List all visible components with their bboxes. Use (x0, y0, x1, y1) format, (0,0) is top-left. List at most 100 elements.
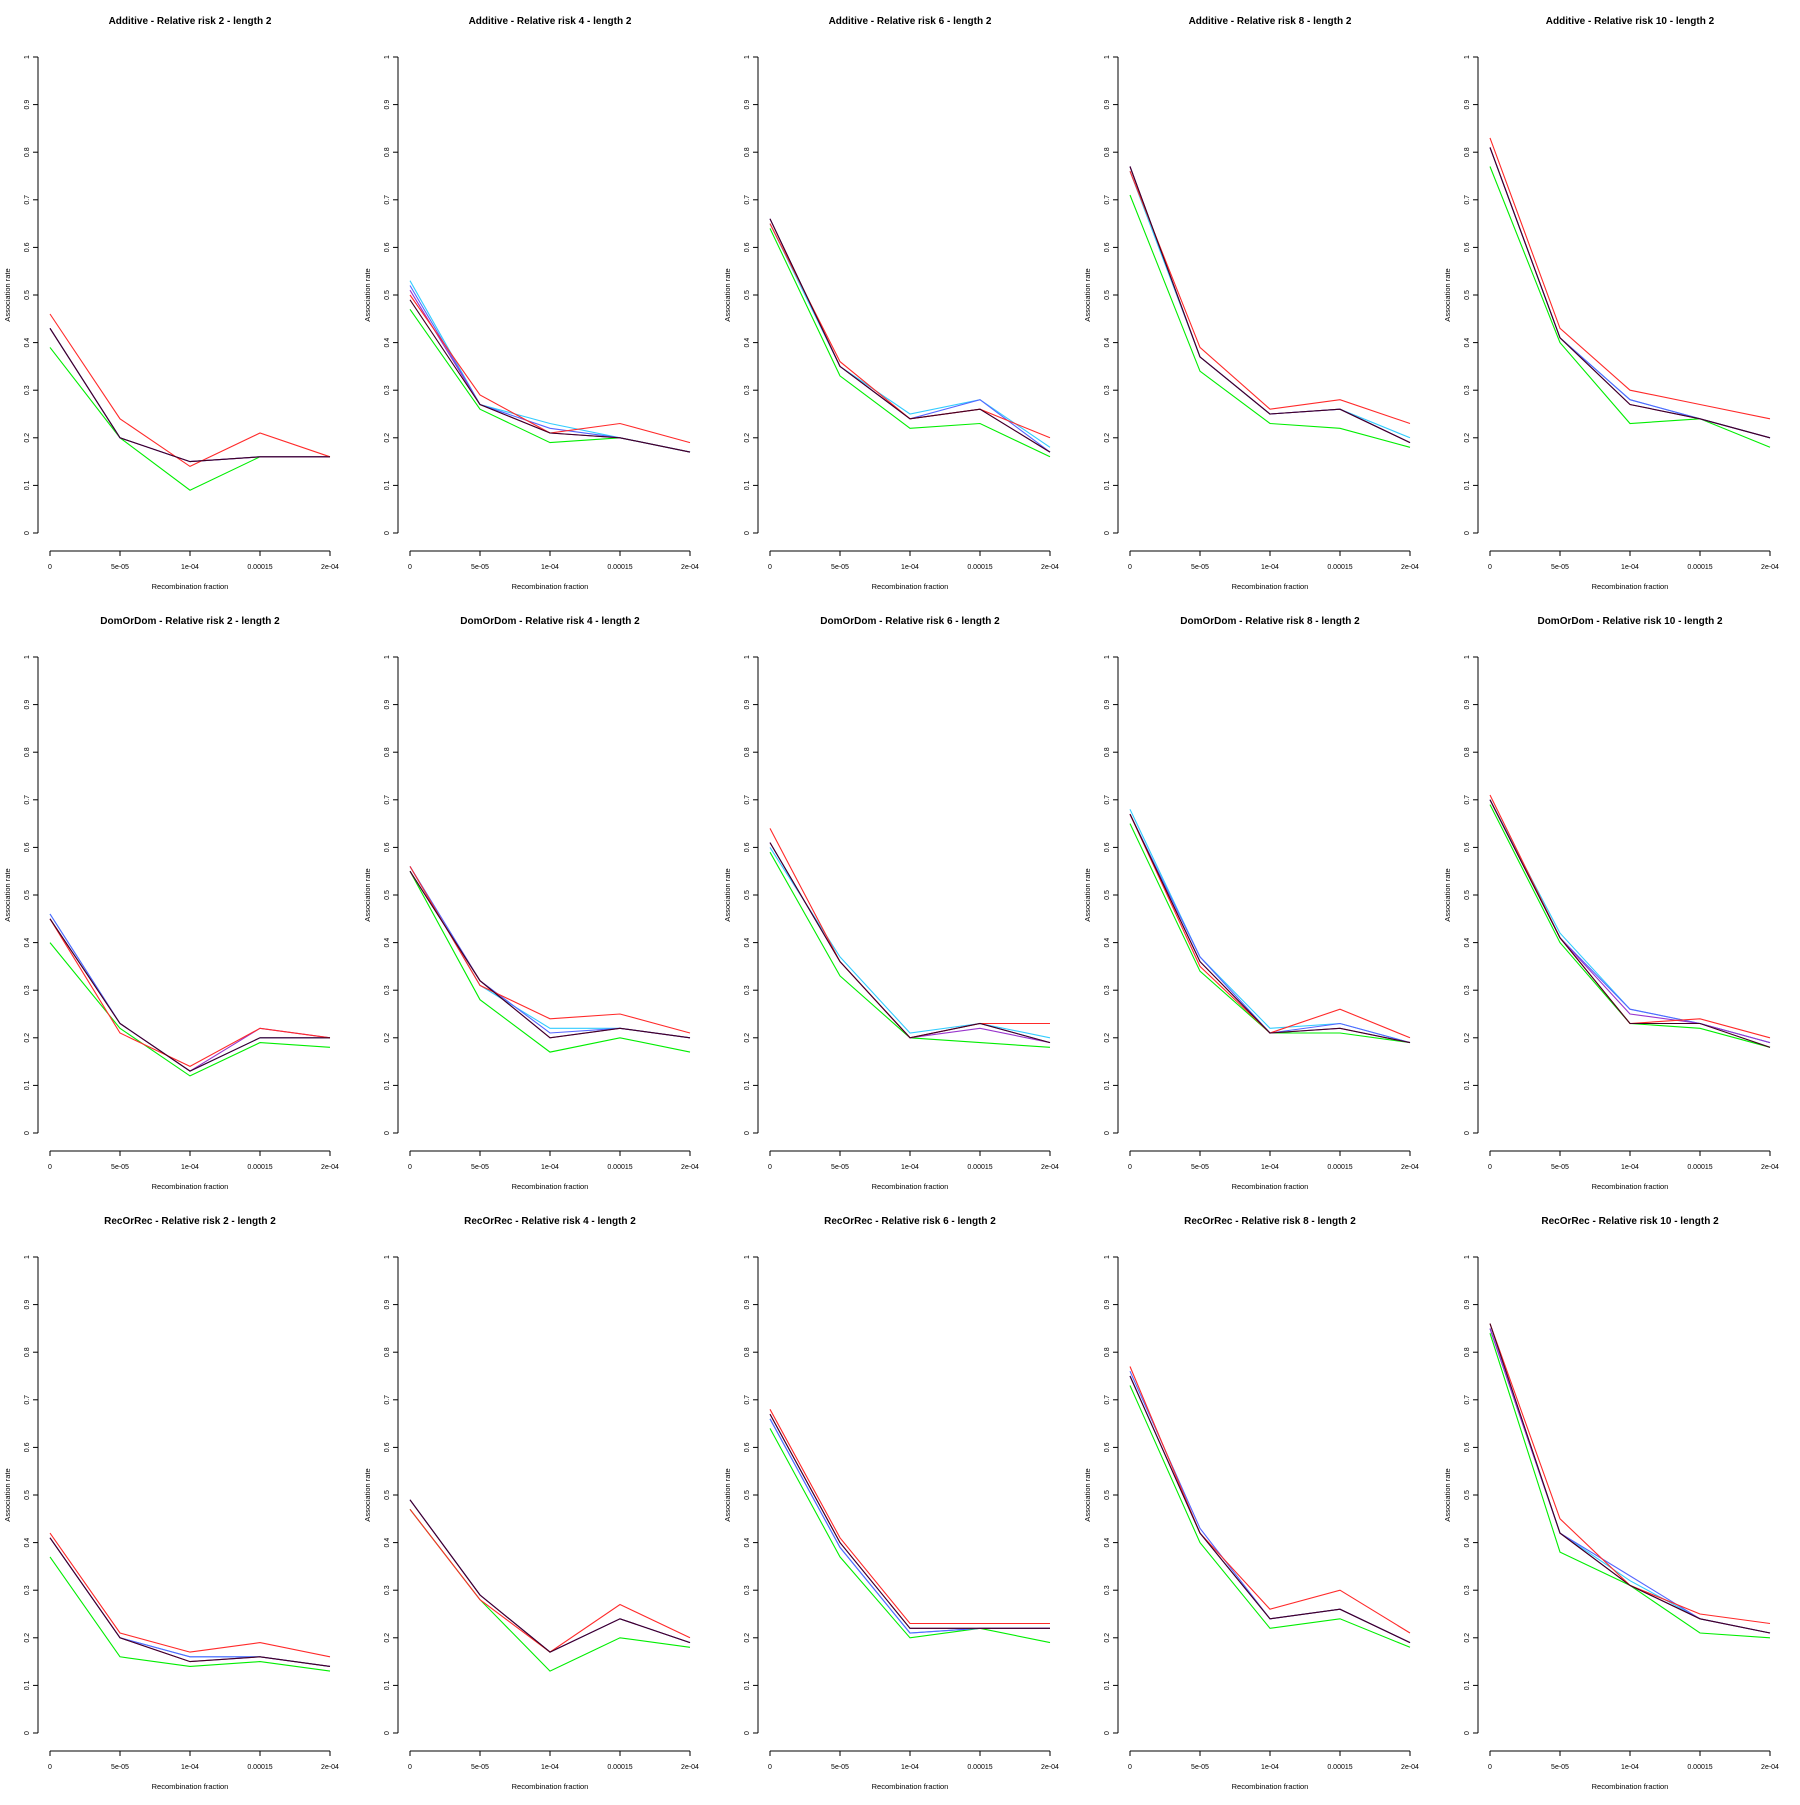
y-tick-label: 0.5 (24, 290, 31, 300)
y-tick-label: 0.4 (1104, 338, 1111, 348)
x-tick-label: 2e-04 (321, 1764, 339, 1771)
series-line-dark (409, 870, 691, 1039)
y-tick-label: 0.9 (24, 1300, 31, 1310)
y-tick-label: 0.2 (744, 433, 751, 443)
y-tick-label: 0.8 (744, 147, 751, 157)
y-tick-label: 0 (24, 1731, 31, 1735)
y-tick-label: 0.5 (1104, 290, 1111, 300)
x-tick-label: 1e-04 (541, 1164, 559, 1171)
y-tick-label: 0.1 (24, 480, 31, 490)
y-tick-label: 0.1 (1464, 1080, 1471, 1090)
x-axis-label: Recombination fraction (1232, 582, 1309, 591)
series-line-red (1489, 794, 1771, 1039)
x-tick-label: 5e-05 (111, 564, 129, 571)
y-tick-label: 0.7 (1464, 795, 1471, 805)
y-tick-label: 0.8 (744, 1347, 751, 1357)
y-tick-label: 0 (1104, 1731, 1111, 1735)
y-tick-label: 0.4 (24, 338, 31, 348)
y-tick-label: 1 (744, 655, 751, 659)
x-axis-label: Recombination fraction (512, 582, 589, 591)
x-tick-label: 5e-05 (831, 1764, 849, 1771)
y-tick-label: 0.9 (24, 100, 31, 110)
y-tick-label: 0.1 (24, 1680, 31, 1690)
series-line-dark (49, 918, 330, 1072)
chart-panel: RecOrRec - Relative risk 6 - length 2 0 0.… (723, 1216, 1059, 1791)
series-line-purple (1129, 1375, 1411, 1644)
x-tick-label: 2e-04 (1041, 1164, 1059, 1171)
y-tick-label: 0.4 (1464, 338, 1471, 348)
series-line-purple (769, 1413, 1050, 1629)
x-axis-label: Recombination fraction (1232, 1782, 1309, 1791)
y-tick-label: 1 (384, 55, 391, 59)
x-tick-label: 1e-04 (1261, 1164, 1279, 1171)
series-line-purple (409, 1499, 691, 1653)
x-axis-label: Recombination fraction (152, 582, 229, 591)
y-tick-label: 0 (384, 1731, 391, 1735)
y-tick-label: 0.1 (744, 1680, 751, 1690)
x-tick-label: 1e-04 (541, 564, 559, 571)
series-line-green (409, 1508, 691, 1672)
y-tick-label: 0.3 (24, 385, 31, 395)
y-tick-label: 0.8 (384, 1347, 391, 1357)
y-tick-label: 0.8 (1104, 1347, 1111, 1357)
chart-title: Additive - Relative risk 6 - length 2 (829, 16, 992, 27)
y-tick-label: 0.8 (744, 747, 751, 757)
chart-title: RecOrRec - Relative risk 2 - length 2 (104, 1216, 276, 1227)
series-line-red (769, 223, 1051, 439)
y-axis-label: Association rate (723, 1468, 732, 1521)
y-tick-label: 0.5 (24, 1490, 31, 1500)
y-tick-label: 0.8 (24, 747, 31, 757)
series-line-green (49, 347, 330, 491)
chart-panel: RecOrRec - Relative risk 4 - length 2 0 0.… (363, 1216, 699, 1791)
chart-title: RecOrRec - Relative risk 6 - length 2 (824, 1216, 996, 1227)
x-tick-label: 5e-05 (111, 1164, 129, 1171)
chart-title: RecOrRec - Relative risk 10 - length 2 (1541, 1216, 1719, 1227)
x-tick-label: 0 (48, 1164, 52, 1171)
series-line-cyan (1489, 799, 1771, 1044)
y-tick-label: 0.8 (24, 147, 31, 157)
y-tick-label: 0.9 (744, 100, 751, 110)
series-line-blue (409, 1499, 691, 1653)
series-line-green (1129, 194, 1411, 448)
y-tick-label: 0.2 (384, 1633, 391, 1643)
y-tick-label: 0 (744, 1731, 751, 1735)
series-line-blue (769, 218, 1051, 453)
y-tick-label: 0 (24, 531, 31, 535)
series-line-blue (49, 1537, 331, 1667)
x-tick-label: 5e-05 (1191, 1764, 1209, 1771)
series-line-dark (1129, 813, 1411, 1044)
y-tick-label: 0.3 (1464, 385, 1471, 395)
x-tick-label: 0 (1488, 564, 1492, 571)
y-tick-label: 0.2 (24, 1633, 31, 1643)
series-line-purple (1489, 147, 1771, 439)
y-tick-label: 0.7 (1464, 195, 1471, 205)
x-tick-label: 5e-05 (111, 1764, 129, 1771)
y-axis-label: Association rate (3, 868, 12, 921)
y-tick-label: 0.6 (384, 842, 391, 852)
x-tick-label: 0.00015 (247, 1164, 272, 1171)
y-tick-label: 0.1 (384, 1680, 391, 1690)
x-tick-label: 0.00015 (607, 1164, 632, 1171)
y-tick-label: 0.1 (384, 1080, 391, 1090)
series-line-red (1129, 813, 1411, 1039)
x-axis-label: Recombination fraction (872, 582, 949, 591)
y-tick-label: 0.6 (384, 242, 391, 252)
y-tick-label: 0.3 (1104, 385, 1111, 395)
y-tick-label: 0.5 (1464, 890, 1471, 900)
x-axis-label: Recombination fraction (512, 1182, 589, 1191)
y-tick-label: 0.7 (744, 795, 751, 805)
y-axis-label: Association rate (363, 268, 372, 321)
y-tick-label: 0.6 (24, 1442, 31, 1452)
y-tick-label: 0.6 (744, 242, 751, 252)
x-tick-label: 0 (768, 1764, 772, 1771)
y-tick-label: 0 (744, 1131, 751, 1135)
y-tick-label: 0.4 (1464, 1538, 1471, 1548)
series-line-red (409, 866, 691, 1034)
x-tick-label: 2e-04 (1761, 564, 1779, 571)
y-tick-label: 0.8 (384, 147, 391, 157)
y-tick-label: 0.7 (1464, 1395, 1471, 1405)
y-tick-label: 0 (1104, 1131, 1111, 1135)
series-line-cyan (769, 1418, 1050, 1634)
y-tick-label: 0 (384, 1131, 391, 1135)
series-line-dark (1489, 799, 1771, 1048)
